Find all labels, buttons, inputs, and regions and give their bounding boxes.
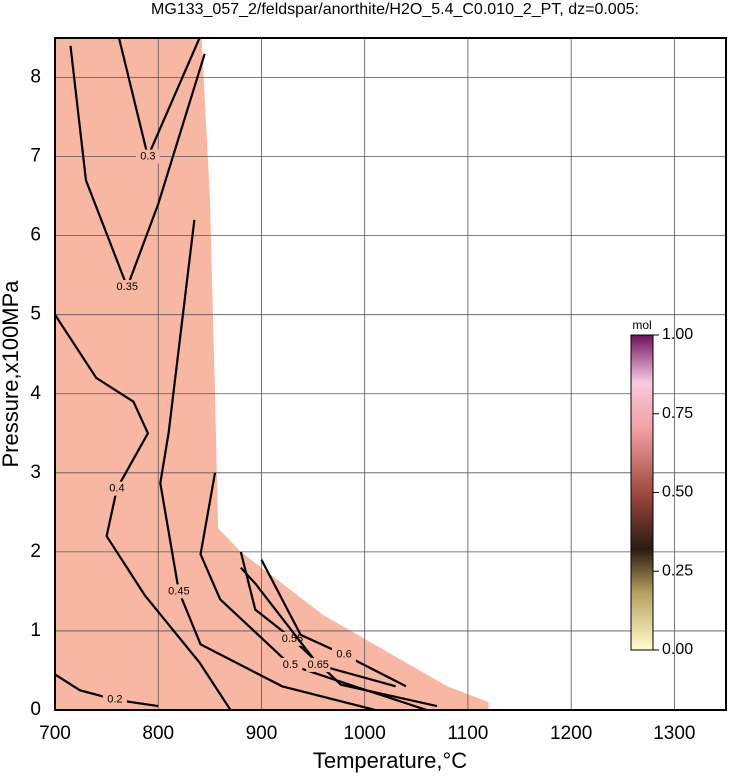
contour-label: 0.35 [117, 281, 138, 293]
x-tick-label: 800 [142, 723, 174, 744]
contour-label-bg [104, 481, 129, 496]
y-tick-label: 4 [30, 383, 41, 404]
chart-title: MG133_057_2/feldspar/anorthite/H2O_5.4_C… [151, 1, 639, 18]
x-tick-label: 1300 [653, 723, 695, 744]
contour-label: 0.6 [336, 649, 351, 661]
data-domain [55, 38, 489, 710]
contour-label: 0.4 [109, 483, 124, 495]
contour-line [240, 566, 396, 688]
plot-area: 0.2 0.3 0.35 0.4 0.45 0.5 0.55 0.6 0.65 [55, 38, 726, 710]
colorbar-label: mol [632, 318, 651, 332]
y-tick-label: 8 [30, 67, 41, 88]
contour-label-bg [102, 692, 127, 707]
colorbar-tick-label: 0.75 [662, 405, 693, 422]
contour-label-bg [332, 647, 357, 662]
x-tick-label: 700 [39, 723, 71, 744]
y-axis-label: Pressure,x100MPa [0, 280, 23, 468]
y-tick-label: 3 [30, 462, 41, 483]
y-tick-label: 2 [30, 541, 41, 562]
x-tick-label: 1100 [447, 723, 488, 744]
contour-label: 0.55 [282, 633, 303, 645]
y-tick-label: 0 [30, 699, 41, 720]
colorbar-tick-label: 0.50 [662, 484, 693, 501]
contour-label-bg [278, 657, 303, 672]
y-tick-label: 1 [30, 620, 41, 641]
x-tick-label: 900 [246, 723, 278, 744]
contour-label: 0.65 [308, 659, 329, 671]
y-tick-label: 6 [30, 225, 41, 246]
contour-label-bg [166, 584, 191, 599]
x-tick-label: 1200 [550, 723, 592, 744]
contour-label: 0.45 [168, 585, 189, 597]
contour-label-bg [306, 657, 331, 672]
y-tick-label: 7 [30, 146, 41, 167]
contour-label-bg [135, 149, 160, 164]
x-axis-label: Temperature,°C [313, 748, 467, 773]
colorbar-tick-label: 0.25 [662, 562, 693, 579]
contour-line [55, 673, 159, 708]
y-tick-label: 5 [30, 304, 41, 325]
contour-label: 0.3 [140, 150, 155, 162]
plot-frame [54, 37, 727, 711]
contour-line [260, 559, 407, 688]
x-tick-label: 1000 [344, 723, 386, 744]
colorbar-tick-label: 0.00 [662, 641, 693, 658]
contour-label: 0.5 [283, 659, 298, 671]
colorbar-tick-label: 1.00 [662, 326, 693, 343]
colorbar [630, 334, 654, 651]
contour-label-bg [280, 631, 305, 646]
contour-label-bg [115, 280, 140, 295]
contour-label: 0.2 [107, 694, 122, 706]
